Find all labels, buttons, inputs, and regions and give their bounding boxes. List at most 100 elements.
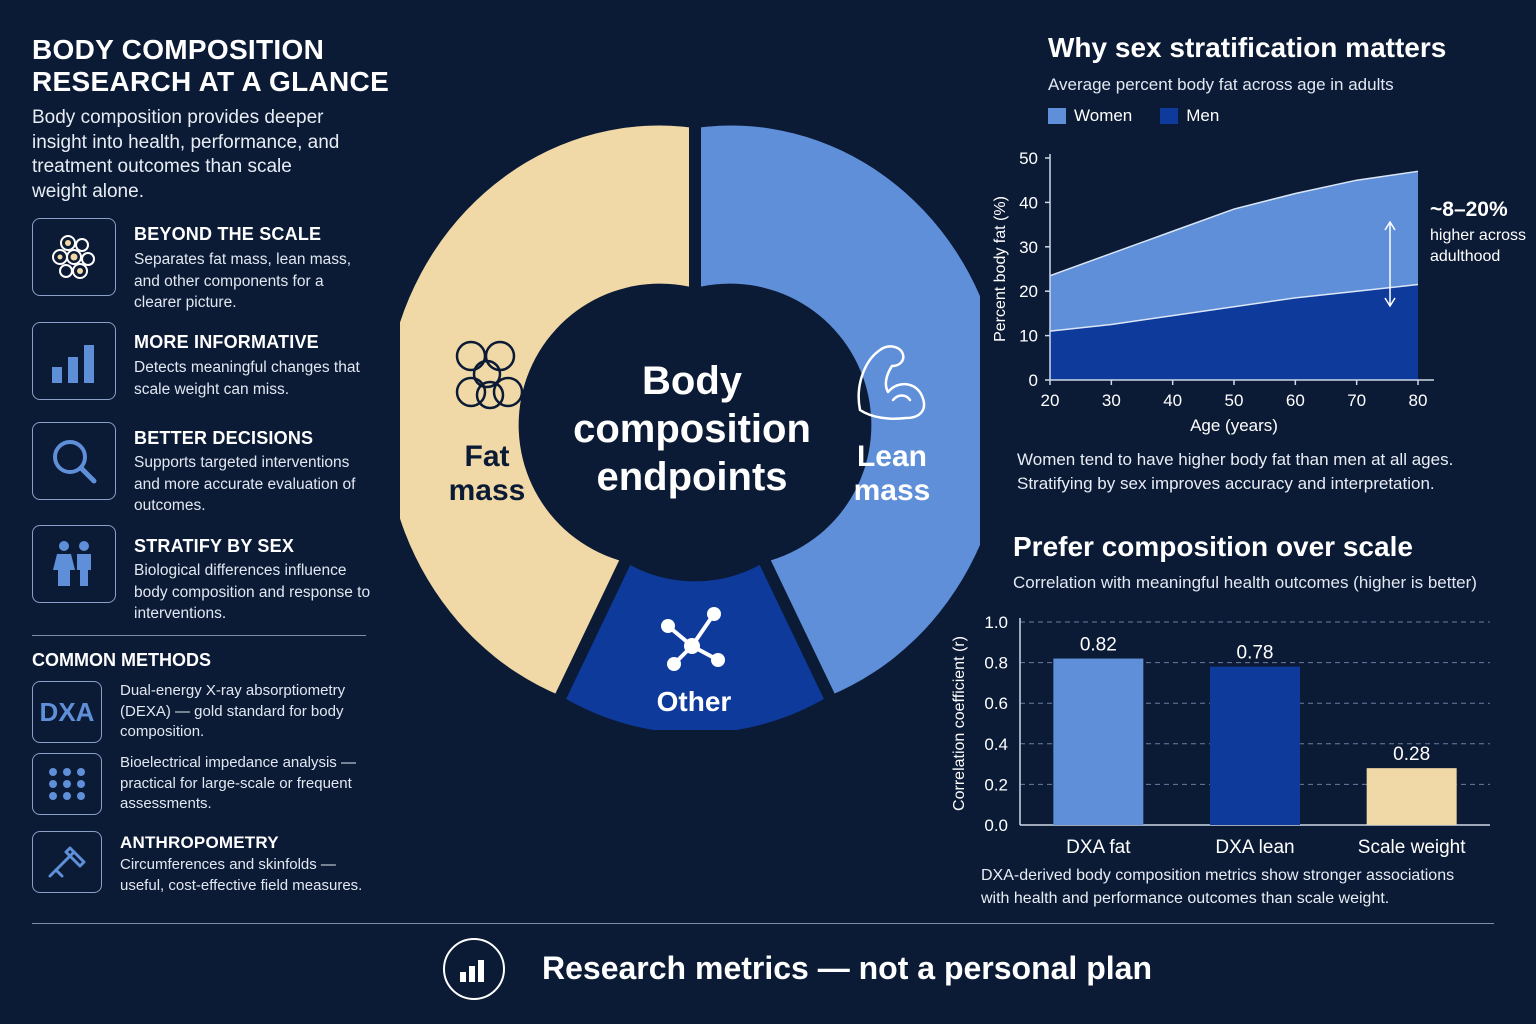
x-tick-label: 40 [1163, 391, 1182, 410]
divider [32, 635, 366, 636]
y-tick-label: 0.2 [984, 775, 1008, 794]
donut-segment-fat [400, 125, 695, 696]
gap-arrow-head-up [1384, 220, 1396, 231]
chart-legend: Women Men [1048, 106, 1219, 126]
donut-hole [556, 292, 828, 564]
bar [1366, 768, 1457, 825]
y-tick-label: 40 [1019, 193, 1038, 212]
other-label: Other [657, 686, 732, 717]
x-tick-label: 30 [1102, 391, 1121, 410]
annotation-line2: adulthood [1430, 248, 1501, 265]
muscle-arm-icon [857, 345, 926, 420]
y-tick-label: 0.8 [984, 654, 1008, 673]
x-axis-label: Age (years) [1190, 416, 1278, 435]
body-fat-area-chart: 0 10 20 30 40 50 20 30 40 50 60 70 80 Age (years) Perc… [992, 149, 1434, 435]
bar-chart-icon [443, 938, 505, 1000]
fat-mass-label-line2: mass [449, 474, 526, 507]
x-tick-label: 50 [1225, 391, 1244, 410]
donut-center-line2: composition [573, 407, 811, 451]
annotation-line1: higher across [1430, 227, 1527, 244]
y-tick-label: 0.0 [984, 816, 1008, 835]
feature-title: BETTER DECISIONS [134, 428, 314, 448]
feature-desc: Supports targeted interventions and more… [134, 454, 356, 514]
donut-chart: Body composition endpoints Fat mass Lean… [400, 120, 980, 730]
x-tick-label: DXA fat [1066, 837, 1131, 858]
legend-label-women: Women [1074, 106, 1133, 125]
x-tick-label: 80 [1409, 391, 1428, 410]
legend-swatch-men [1160, 108, 1179, 124]
electrode-grid-icon [32, 753, 102, 815]
caliper-icon [32, 831, 102, 893]
lean-mass-label-line1: Lean [857, 440, 927, 473]
people-icon [32, 525, 116, 603]
bar-value-label: 0.82 [1080, 635, 1117, 656]
donut-center-line3: endpoints [596, 455, 787, 499]
magnifier-icon [32, 422, 116, 500]
bar [1053, 658, 1144, 825]
annotation-value: ~8–20% [1430, 198, 1508, 221]
donut-gap [552, 557, 632, 705]
x-tick-label: DXA lean [1215, 837, 1294, 858]
feature-desc: Detects meaningful changes that scale we… [134, 359, 360, 398]
page-title-line1: BODY COMPOSITION [32, 34, 325, 65]
bar-chart-icon [32, 322, 116, 400]
scale-panel-subtitle: Correlation with meaningful health outco… [1013, 573, 1477, 592]
dxa-icon-label: DXA [39, 696, 95, 727]
donut-segment-lean [695, 125, 980, 696]
scale-caption-line2: with health and performance outcomes tha… [981, 890, 1390, 907]
methods-heading: COMMON METHODS [32, 650, 211, 670]
feature-title: STRATIFY BY SEX [134, 536, 295, 556]
y-tick-label: 10 [1019, 327, 1038, 346]
y-tick-label: 0.4 [984, 735, 1008, 754]
y-axis-label: Correlation coefficient (r) [951, 636, 968, 811]
cells-icon [32, 218, 116, 296]
men-line [1049, 283, 1419, 332]
bar-value-label: 0.28 [1393, 744, 1430, 765]
x-tick-label: Scale weight [1358, 837, 1466, 858]
feature-title: BEYOND THE SCALE [134, 224, 322, 244]
method-desc: Bioelectrical impedance analysis — pract… [120, 754, 356, 812]
scale-panel-caption: DXA-derived body composition metrics sho… [981, 864, 1454, 910]
donut-gap [758, 557, 838, 705]
x-tick-label: 20 [1041, 391, 1060, 410]
donut-center-line1: Body [642, 359, 743, 403]
area-series-men [1050, 284, 1418, 380]
intro-text: Body composition provides deeper insight… [32, 107, 340, 202]
fat-cells-icon [455, 340, 524, 410]
dxa-icon: DXA [32, 681, 102, 743]
sex-panel-caption: Women tend to have higher body fat than … [1017, 448, 1453, 496]
method-desc: Circumferences and skinfolds — useful, c… [120, 856, 363, 894]
x-tick-label: 60 [1286, 391, 1305, 410]
y-tick-label: 50 [1019, 149, 1038, 168]
scale-caption-line1: DXA-derived body composition metrics sho… [981, 867, 1455, 884]
y-tick-label: 20 [1019, 282, 1038, 301]
footer-text: Research metrics — not a personal plan [542, 950, 1152, 986]
y-tick-label: 0 [1029, 371, 1038, 390]
y-tick-label: 30 [1019, 238, 1038, 257]
method-title: ANTHROPOMETRY [120, 833, 279, 852]
sex-caption-line2: Stratifying by sex improves accuracy and… [1017, 474, 1435, 493]
y-tick-label: 1.0 [984, 613, 1008, 632]
lean-mass-label-line2: mass [854, 474, 931, 507]
feature-desc: Separates fat mass, lean mass, and other… [134, 251, 352, 311]
legend-label-men: Men [1186, 106, 1220, 125]
scale-panel-title: Prefer composition over scale [1013, 531, 1413, 562]
feature-desc: Biological differences influence body co… [134, 562, 371, 622]
correlation-bar-chart: 0.0 0.2 0.4 0.6 0.8 1.0 0.82 DXA fat 0.78 DXA lea… [951, 613, 1490, 858]
legend-swatch-women [1048, 108, 1066, 124]
feature-title: MORE INFORMATIVE [134, 332, 319, 352]
y-tick-label: 0.6 [984, 694, 1008, 713]
bar-value-label: 0.78 [1237, 643, 1274, 664]
molecule-icon [661, 607, 725, 671]
x-tick-label: 70 [1347, 391, 1366, 410]
method-desc: Dual-energy X-ray absorptiometry (DEXA) … [120, 682, 346, 740]
gap-arrow-head-down [1384, 297, 1396, 308]
bar [1210, 666, 1300, 825]
page-title: BODY COMPOSITION RESEARCH AT A GLANCE [32, 34, 392, 98]
annotation: ~8–20% higher across adulthood [1430, 198, 1534, 267]
sex-panel-title: Why sex stratification matters [1048, 32, 1447, 63]
footer-divider [32, 923, 1494, 924]
page-title-line2: RESEARCH AT A GLANCE [32, 66, 390, 97]
women-line [1049, 170, 1419, 277]
sex-panel-subtitle: Average percent body fat across age in a… [1048, 75, 1394, 94]
